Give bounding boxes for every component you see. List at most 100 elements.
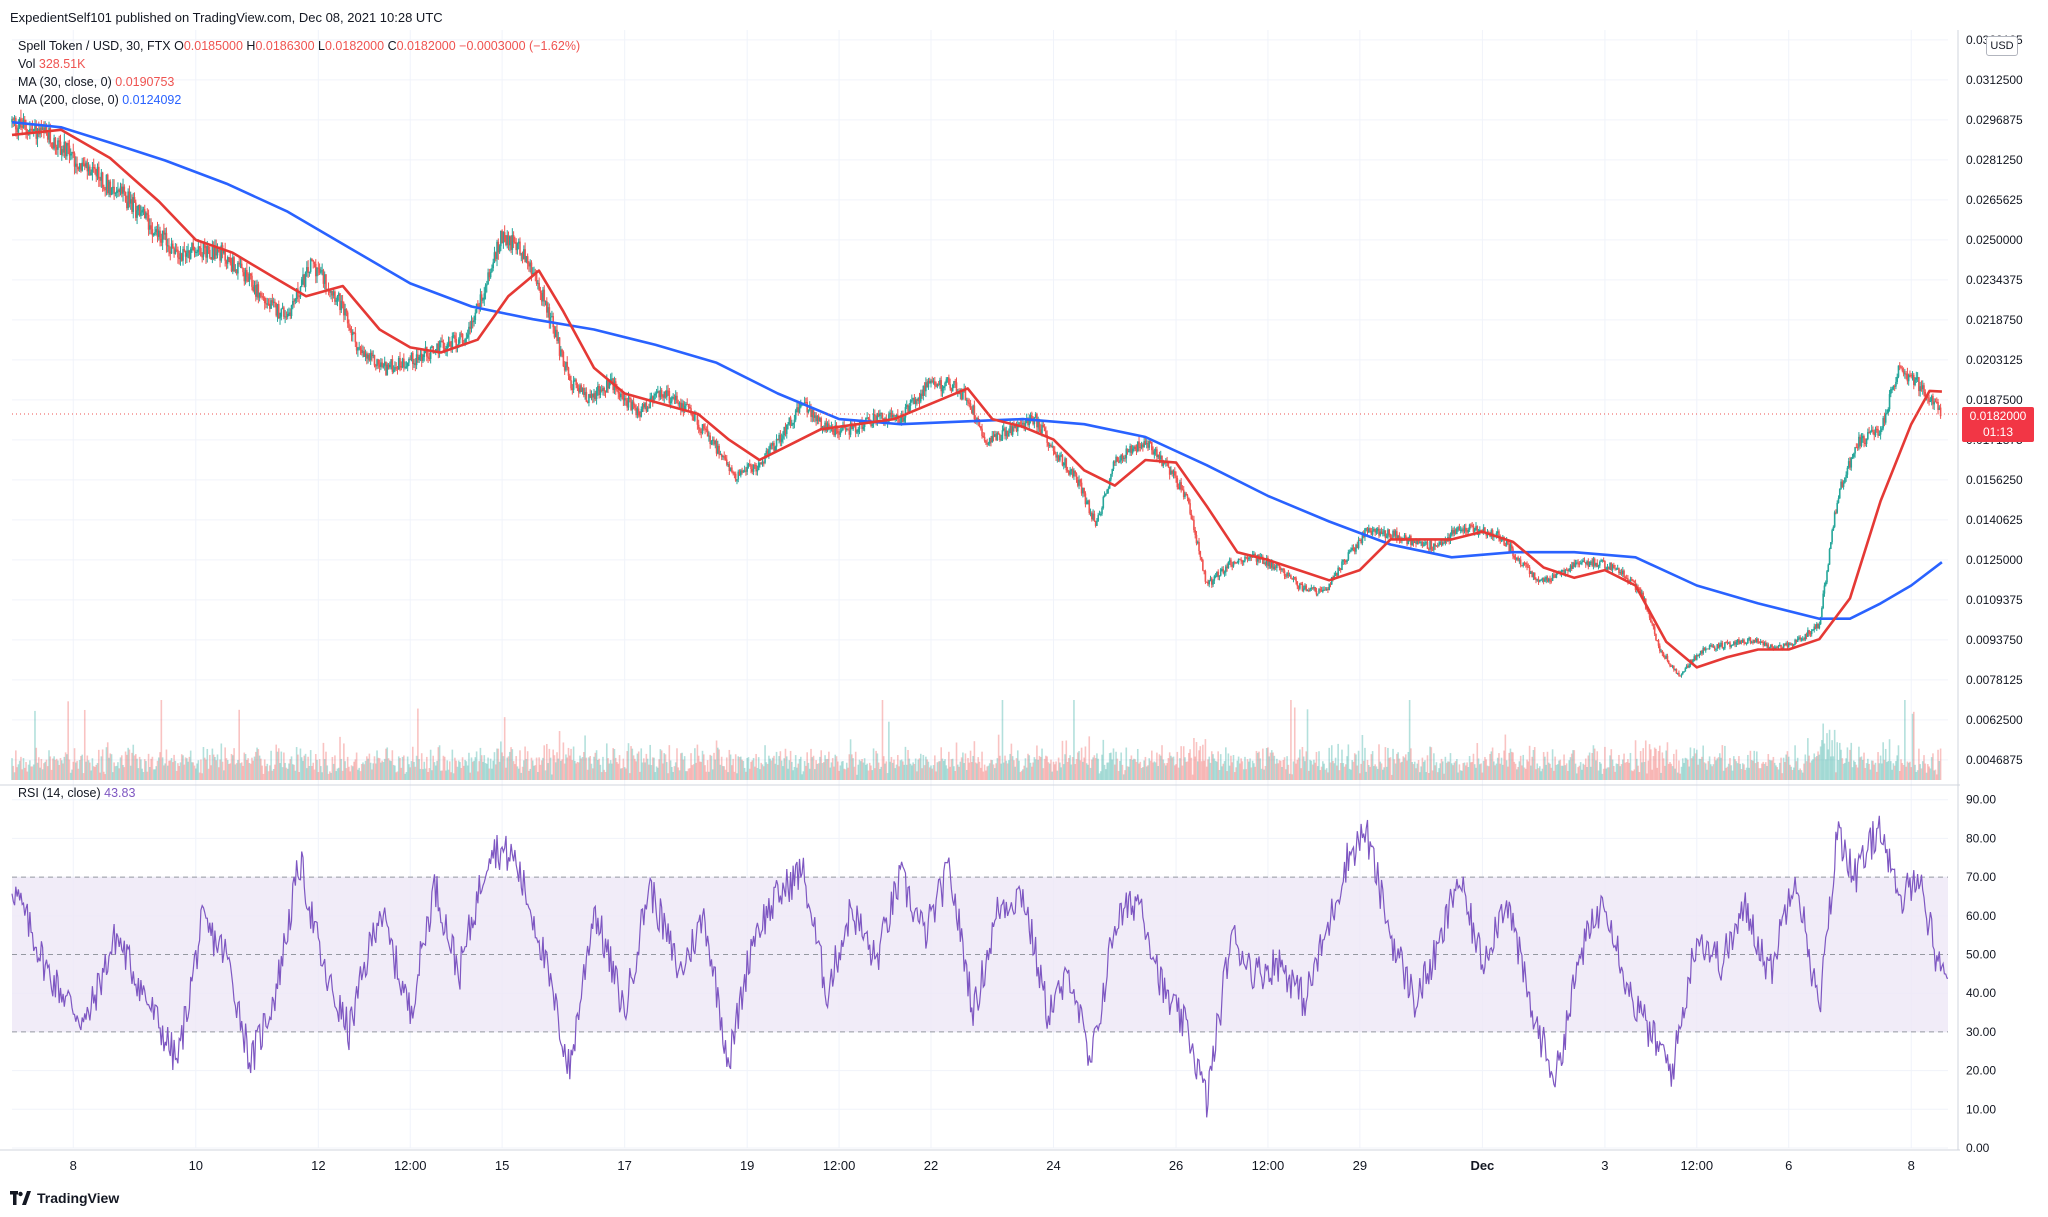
candle-body [607, 380, 609, 389]
volume-bar [1923, 755, 1925, 780]
candle-body [1013, 426, 1015, 428]
candle-body [322, 270, 325, 284]
volume-bar [931, 768, 934, 780]
candle-body [912, 397, 914, 400]
candle-body [1341, 561, 1343, 570]
volume-bar [1748, 767, 1750, 780]
volume-bar [979, 767, 982, 780]
volume-bar [531, 760, 534, 780]
volume-bar [249, 763, 252, 780]
volume-bar [853, 766, 856, 780]
candle-body [257, 284, 260, 298]
volume-bar [1190, 757, 1193, 780]
candle-body [854, 424, 857, 433]
volume-bar [267, 771, 270, 780]
candle-body [1721, 642, 1724, 649]
volume-bar [1606, 767, 1609, 780]
candle-body [1588, 561, 1591, 567]
candle-body [409, 358, 412, 361]
candle-body [1771, 644, 1773, 648]
volume-bar [1699, 758, 1702, 780]
volume-bar [207, 768, 210, 780]
candle-body [433, 352, 436, 354]
volume-bar [54, 759, 57, 780]
volume-bar [893, 759, 895, 780]
volume-bar [394, 765, 396, 780]
candle-body [1281, 568, 1283, 571]
candle-body [94, 167, 96, 169]
volume-bar [240, 762, 243, 780]
candle-body [1514, 557, 1517, 560]
candle-body [1103, 495, 1106, 497]
volume-bar [191, 762, 193, 780]
volume-bar [1664, 765, 1666, 780]
volume-bar [1708, 756, 1711, 780]
volume-bar [854, 751, 857, 780]
candle-body [1413, 541, 1416, 543]
currency-button[interactable]: USD [1986, 36, 2018, 56]
volume-bar [1158, 754, 1161, 780]
candle-body [1417, 540, 1420, 543]
volume-bar [1841, 758, 1844, 780]
volume-bar [1584, 758, 1587, 780]
candle-body [436, 343, 438, 350]
candle-body [438, 341, 441, 354]
volume-bar [820, 750, 823, 780]
candle-body [1701, 650, 1703, 654]
candle-body [283, 307, 285, 317]
volume-bar [1001, 700, 1004, 780]
volume-bar [1079, 760, 1082, 780]
volume-bar [1416, 763, 1419, 780]
volume-bar [1403, 757, 1406, 780]
volume-bar [866, 763, 868, 780]
candle-body [1236, 562, 1239, 564]
candle-body [1427, 548, 1430, 550]
candle-body [1867, 432, 1869, 440]
volume-bar [1161, 745, 1163, 780]
volume-bar [1886, 762, 1888, 780]
candle-body [179, 253, 182, 260]
volume-bar [1290, 700, 1292, 780]
volume-bar [1912, 711, 1915, 780]
candle-body [590, 394, 593, 398]
candle-body [951, 384, 954, 392]
candle-body [1621, 570, 1624, 575]
tradingview-logo[interactable]: TradingView [10, 1190, 119, 1206]
candle-body [1226, 566, 1228, 569]
candle-body [34, 125, 36, 129]
volume-bar [1117, 771, 1120, 780]
volume-bar [882, 756, 885, 780]
candle-body [1242, 560, 1245, 563]
volume-bar [105, 747, 108, 780]
volume-bar [437, 747, 440, 780]
ma200-value: 0.0124092 [122, 93, 182, 107]
candle-body [677, 403, 680, 405]
candle-body [1318, 589, 1320, 594]
candle-body [1396, 531, 1398, 540]
volume-bar [438, 745, 441, 780]
candle-body [1618, 568, 1620, 573]
candle-body [1212, 580, 1214, 585]
volume-bar [1000, 763, 1002, 780]
candle-body [1373, 528, 1375, 531]
volume-bar [32, 764, 35, 780]
candle-body [229, 257, 232, 264]
volume-bar [747, 757, 750, 780]
candle-body [511, 235, 514, 250]
volume-bar [1399, 762, 1402, 780]
volume-bar [1859, 757, 1861, 780]
candle-body [1849, 461, 1851, 468]
volume-bar [871, 770, 874, 780]
candle-body [210, 257, 212, 260]
volume-bar [792, 770, 794, 780]
volume-bar [1900, 759, 1902, 780]
candle-body [538, 282, 540, 291]
candle-body [791, 424, 793, 426]
candle-body [1853, 453, 1855, 457]
candle-body [1939, 407, 1942, 417]
volume-bar [113, 762, 115, 780]
candle-body [946, 377, 949, 380]
volume-bar [1413, 761, 1416, 780]
candle-body [1872, 429, 1874, 432]
volume-bar [1731, 770, 1734, 780]
